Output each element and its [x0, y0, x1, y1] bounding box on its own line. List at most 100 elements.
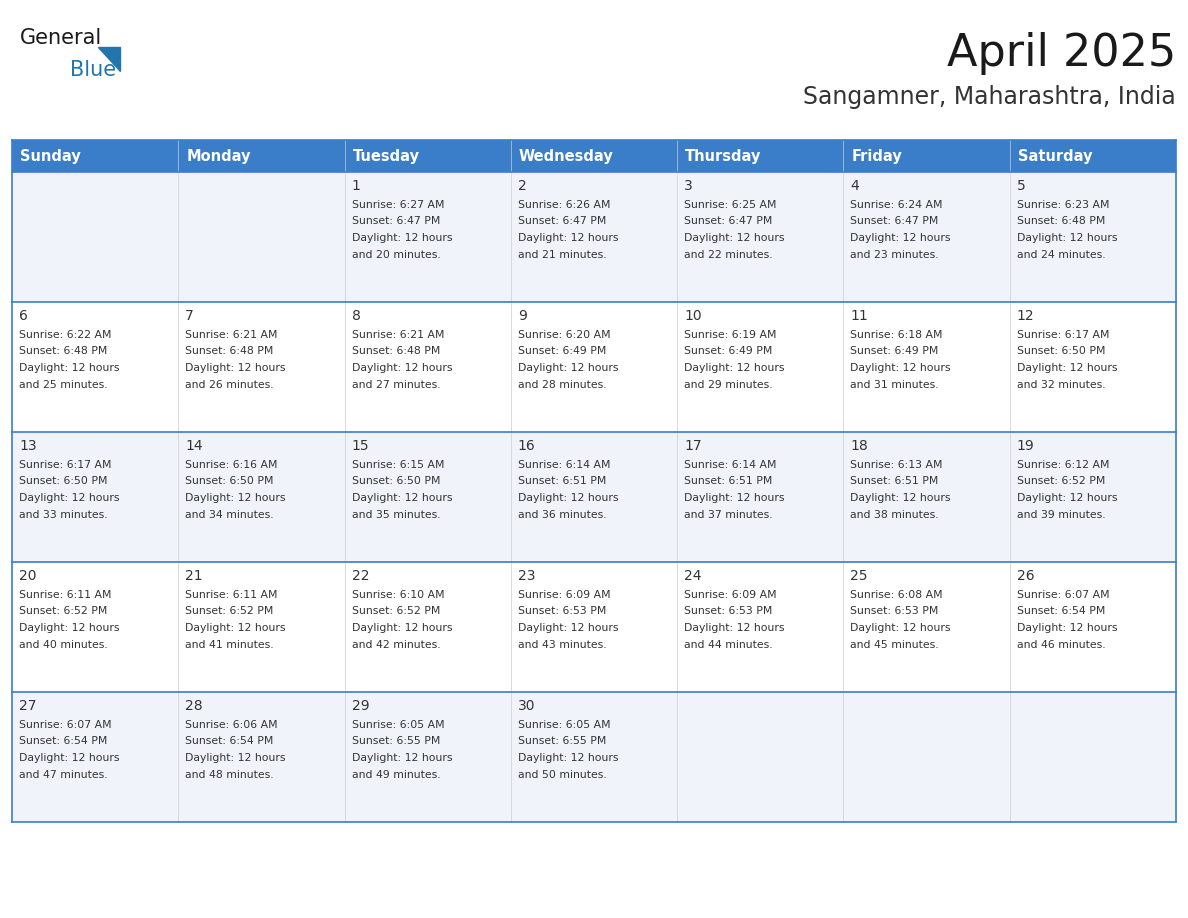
- Text: and 39 minutes.: and 39 minutes.: [1017, 509, 1105, 520]
- Text: Daylight: 12 hours: Daylight: 12 hours: [352, 363, 453, 373]
- Text: 8: 8: [352, 309, 360, 323]
- Text: and 23 minutes.: and 23 minutes.: [851, 250, 939, 260]
- Bar: [178, 140, 345, 172]
- Text: Sunrise: 6:21 AM: Sunrise: 6:21 AM: [185, 330, 278, 340]
- Text: Sunrise: 6:17 AM: Sunrise: 6:17 AM: [1017, 330, 1110, 340]
- Text: Sunrise: 6:07 AM: Sunrise: 6:07 AM: [19, 720, 112, 730]
- Text: Sunrise: 6:11 AM: Sunrise: 6:11 AM: [19, 590, 112, 600]
- Text: Daylight: 12 hours: Daylight: 12 hours: [352, 753, 453, 763]
- Bar: [178, 692, 345, 822]
- Bar: [511, 302, 677, 432]
- Text: Sunrise: 6:13 AM: Sunrise: 6:13 AM: [851, 460, 943, 470]
- Text: 28: 28: [185, 699, 203, 713]
- Text: 15: 15: [352, 439, 369, 453]
- Text: and 38 minutes.: and 38 minutes.: [851, 509, 939, 520]
- Bar: [178, 172, 345, 302]
- Bar: [1010, 172, 1176, 302]
- Text: and 31 minutes.: and 31 minutes.: [851, 379, 939, 389]
- Text: 19: 19: [1017, 439, 1035, 453]
- Text: Daylight: 12 hours: Daylight: 12 hours: [851, 363, 950, 373]
- Text: 17: 17: [684, 439, 702, 453]
- Bar: [345, 692, 511, 822]
- Text: and 32 minutes.: and 32 minutes.: [1017, 379, 1105, 389]
- Text: Daylight: 12 hours: Daylight: 12 hours: [684, 493, 784, 503]
- Text: Daylight: 12 hours: Daylight: 12 hours: [19, 753, 120, 763]
- Bar: [843, 432, 1010, 562]
- Text: Sunset: 6:48 PM: Sunset: 6:48 PM: [1017, 217, 1105, 227]
- Text: 7: 7: [185, 309, 194, 323]
- Bar: [345, 302, 511, 432]
- Text: Sunday: Sunday: [20, 149, 81, 163]
- Bar: [12, 432, 178, 562]
- Text: Daylight: 12 hours: Daylight: 12 hours: [851, 623, 950, 633]
- Text: Daylight: 12 hours: Daylight: 12 hours: [518, 493, 619, 503]
- Text: and 45 minutes.: and 45 minutes.: [851, 640, 939, 650]
- Text: Sangamner, Maharashtra, India: Sangamner, Maharashtra, India: [803, 85, 1176, 109]
- Text: 10: 10: [684, 309, 702, 323]
- Text: Sunrise: 6:26 AM: Sunrise: 6:26 AM: [518, 200, 611, 210]
- Text: Sunset: 6:53 PM: Sunset: 6:53 PM: [518, 607, 606, 617]
- Text: and 47 minutes.: and 47 minutes.: [19, 769, 108, 779]
- Text: Daylight: 12 hours: Daylight: 12 hours: [352, 233, 453, 243]
- Text: Daylight: 12 hours: Daylight: 12 hours: [352, 493, 453, 503]
- Bar: [511, 140, 677, 172]
- Text: Sunrise: 6:15 AM: Sunrise: 6:15 AM: [352, 460, 444, 470]
- Text: Blue: Blue: [70, 60, 116, 80]
- Text: Sunset: 6:55 PM: Sunset: 6:55 PM: [352, 736, 440, 746]
- Text: Sunset: 6:54 PM: Sunset: 6:54 PM: [19, 736, 107, 746]
- Text: 18: 18: [851, 439, 868, 453]
- Text: Saturday: Saturday: [1018, 149, 1092, 163]
- Text: 16: 16: [518, 439, 536, 453]
- Text: and 20 minutes.: and 20 minutes.: [352, 250, 441, 260]
- Bar: [12, 562, 178, 692]
- Bar: [511, 432, 677, 562]
- Text: and 48 minutes.: and 48 minutes.: [185, 769, 274, 779]
- Text: Sunrise: 6:10 AM: Sunrise: 6:10 AM: [352, 590, 444, 600]
- Text: Daylight: 12 hours: Daylight: 12 hours: [518, 623, 619, 633]
- Bar: [677, 172, 843, 302]
- Text: and 34 minutes.: and 34 minutes.: [185, 509, 274, 520]
- Text: and 42 minutes.: and 42 minutes.: [352, 640, 441, 650]
- Text: and 41 minutes.: and 41 minutes.: [185, 640, 274, 650]
- Bar: [12, 140, 178, 172]
- Text: Daylight: 12 hours: Daylight: 12 hours: [352, 623, 453, 633]
- Text: Sunset: 6:50 PM: Sunset: 6:50 PM: [1017, 346, 1105, 356]
- Text: Sunset: 6:48 PM: Sunset: 6:48 PM: [19, 346, 107, 356]
- Bar: [843, 140, 1010, 172]
- Bar: [12, 302, 178, 432]
- Text: Sunset: 6:51 PM: Sunset: 6:51 PM: [518, 476, 606, 487]
- Text: Sunrise: 6:14 AM: Sunrise: 6:14 AM: [518, 460, 611, 470]
- Text: 21: 21: [185, 569, 203, 583]
- Text: Sunrise: 6:11 AM: Sunrise: 6:11 AM: [185, 590, 278, 600]
- Text: Daylight: 12 hours: Daylight: 12 hours: [185, 493, 286, 503]
- Bar: [178, 562, 345, 692]
- Text: Sunrise: 6:20 AM: Sunrise: 6:20 AM: [518, 330, 611, 340]
- Text: Sunset: 6:53 PM: Sunset: 6:53 PM: [851, 607, 939, 617]
- Text: and 40 minutes.: and 40 minutes.: [19, 640, 108, 650]
- Text: Daylight: 12 hours: Daylight: 12 hours: [684, 623, 784, 633]
- Text: and 21 minutes.: and 21 minutes.: [518, 250, 607, 260]
- Text: Sunrise: 6:08 AM: Sunrise: 6:08 AM: [851, 590, 943, 600]
- Text: and 22 minutes.: and 22 minutes.: [684, 250, 772, 260]
- Text: Sunrise: 6:16 AM: Sunrise: 6:16 AM: [185, 460, 278, 470]
- Text: and 43 minutes.: and 43 minutes.: [518, 640, 607, 650]
- Text: Wednesday: Wednesday: [519, 149, 614, 163]
- Text: and 29 minutes.: and 29 minutes.: [684, 379, 772, 389]
- Text: Daylight: 12 hours: Daylight: 12 hours: [185, 623, 286, 633]
- Text: Daylight: 12 hours: Daylight: 12 hours: [684, 363, 784, 373]
- Text: Sunset: 6:48 PM: Sunset: 6:48 PM: [185, 346, 273, 356]
- Text: 29: 29: [352, 699, 369, 713]
- Text: Sunrise: 6:12 AM: Sunrise: 6:12 AM: [1017, 460, 1110, 470]
- Text: Sunrise: 6:05 AM: Sunrise: 6:05 AM: [352, 720, 444, 730]
- Text: Sunrise: 6:07 AM: Sunrise: 6:07 AM: [1017, 590, 1110, 600]
- Text: Tuesday: Tuesday: [353, 149, 419, 163]
- Text: and 49 minutes.: and 49 minutes.: [352, 769, 441, 779]
- Bar: [1010, 692, 1176, 822]
- Bar: [677, 692, 843, 822]
- Bar: [12, 692, 178, 822]
- Text: Thursday: Thursday: [685, 149, 762, 163]
- Bar: [677, 432, 843, 562]
- Text: Daylight: 12 hours: Daylight: 12 hours: [684, 233, 784, 243]
- Text: Sunrise: 6:09 AM: Sunrise: 6:09 AM: [518, 590, 611, 600]
- Bar: [345, 562, 511, 692]
